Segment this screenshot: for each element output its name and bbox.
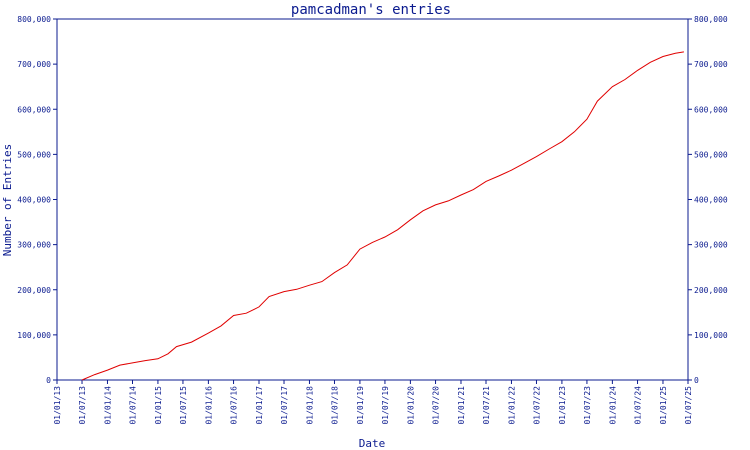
x-tick-label: 01/07/25 xyxy=(684,386,693,425)
y-tick-label-right: 500,000 xyxy=(694,150,728,159)
left-y-ticks: 0 100,000 200,000 300,000 400,000 500,000 600,… xyxy=(17,15,57,385)
x-ticks: 01/01/13 01/07/13 01/01/14 01/07/14 01/01/15… xyxy=(53,380,693,425)
y-tick-label-left: 500,000 xyxy=(17,150,51,159)
x-tick-label: 01/07/17 xyxy=(280,386,289,425)
y-tick-label-left: 0 xyxy=(46,376,51,385)
y-tick-label-right: 200,000 xyxy=(694,286,728,295)
x-tick-label: 01/07/14 xyxy=(128,386,137,425)
x-tick-label: 01/01/13 xyxy=(53,386,62,425)
y-tick-label-left: 300,000 xyxy=(17,241,51,250)
x-tick-label: 01/07/19 xyxy=(381,386,390,425)
y-tick-label-right: 400,000 xyxy=(694,196,728,205)
plot-frame xyxy=(56,18,689,381)
y-tick-label-right: 0 xyxy=(694,376,699,385)
x-tick-label: 01/01/18 xyxy=(305,386,314,425)
x-tick-label: 01/07/22 xyxy=(532,386,541,425)
x-tick-label: 01/01/20 xyxy=(406,386,415,425)
x-tick-label: 01/01/19 xyxy=(356,386,365,425)
x-axis-label: Date xyxy=(359,437,386,450)
x-tick-label: 01/01/15 xyxy=(154,386,163,425)
x-tick-label: 01/01/22 xyxy=(507,386,516,425)
series-group xyxy=(81,51,684,381)
y-tick-label-left: 200,000 xyxy=(17,286,51,295)
y-tick-label-right: 100,000 xyxy=(694,331,728,340)
x-tick-label: 01/01/23 xyxy=(558,386,567,425)
y-tick-label-right: 800,000 xyxy=(694,15,728,24)
right-y-ticks: 0 100,000 200,000 300,000 400,000 500,000 600,… xyxy=(688,15,728,385)
x-tick-label: 01/07/13 xyxy=(78,386,87,425)
x-tick-label: 01/01/24 xyxy=(608,386,617,425)
y-axis-label: Number of Entries xyxy=(1,144,14,257)
x-tick-label: 01/07/18 xyxy=(330,386,339,425)
y-tick-label-right: 600,000 xyxy=(694,105,728,114)
x-tick-label: 01/01/14 xyxy=(103,386,112,425)
x-tick-label: 01/01/17 xyxy=(255,386,264,425)
y-tick-label-left: 400,000 xyxy=(17,196,51,205)
series-line xyxy=(81,51,684,381)
x-tick-label: 01/07/23 xyxy=(583,386,592,425)
x-tick-label: 01/07/15 xyxy=(179,386,188,425)
x-tick-label: 01/07/16 xyxy=(230,386,239,425)
x-tick-label: 01/01/25 xyxy=(659,386,668,425)
y-tick-label-left: 100,000 xyxy=(17,331,51,340)
y-tick-label-right: 700,000 xyxy=(694,60,728,69)
chart-title: pamcadman's entries xyxy=(291,2,451,18)
y-tick-label-left: 700,000 xyxy=(17,60,51,69)
y-tick-label-right: 300,000 xyxy=(694,241,728,250)
x-tick-label: 01/01/21 xyxy=(457,386,466,425)
x-tick-label: 01/01/16 xyxy=(204,386,213,425)
y-tick-label-left: 800,000 xyxy=(17,15,51,24)
x-tick-label: 01/07/20 xyxy=(432,386,441,425)
x-tick-label: 01/07/24 xyxy=(634,386,643,425)
y-tick-label-left: 600,000 xyxy=(17,105,51,114)
x-tick-label: 01/07/21 xyxy=(482,386,491,425)
